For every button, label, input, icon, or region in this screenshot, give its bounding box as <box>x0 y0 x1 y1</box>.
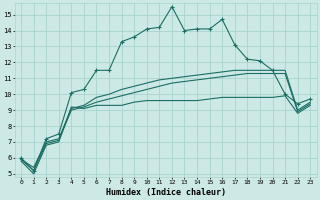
X-axis label: Humidex (Indice chaleur): Humidex (Indice chaleur) <box>106 188 226 197</box>
